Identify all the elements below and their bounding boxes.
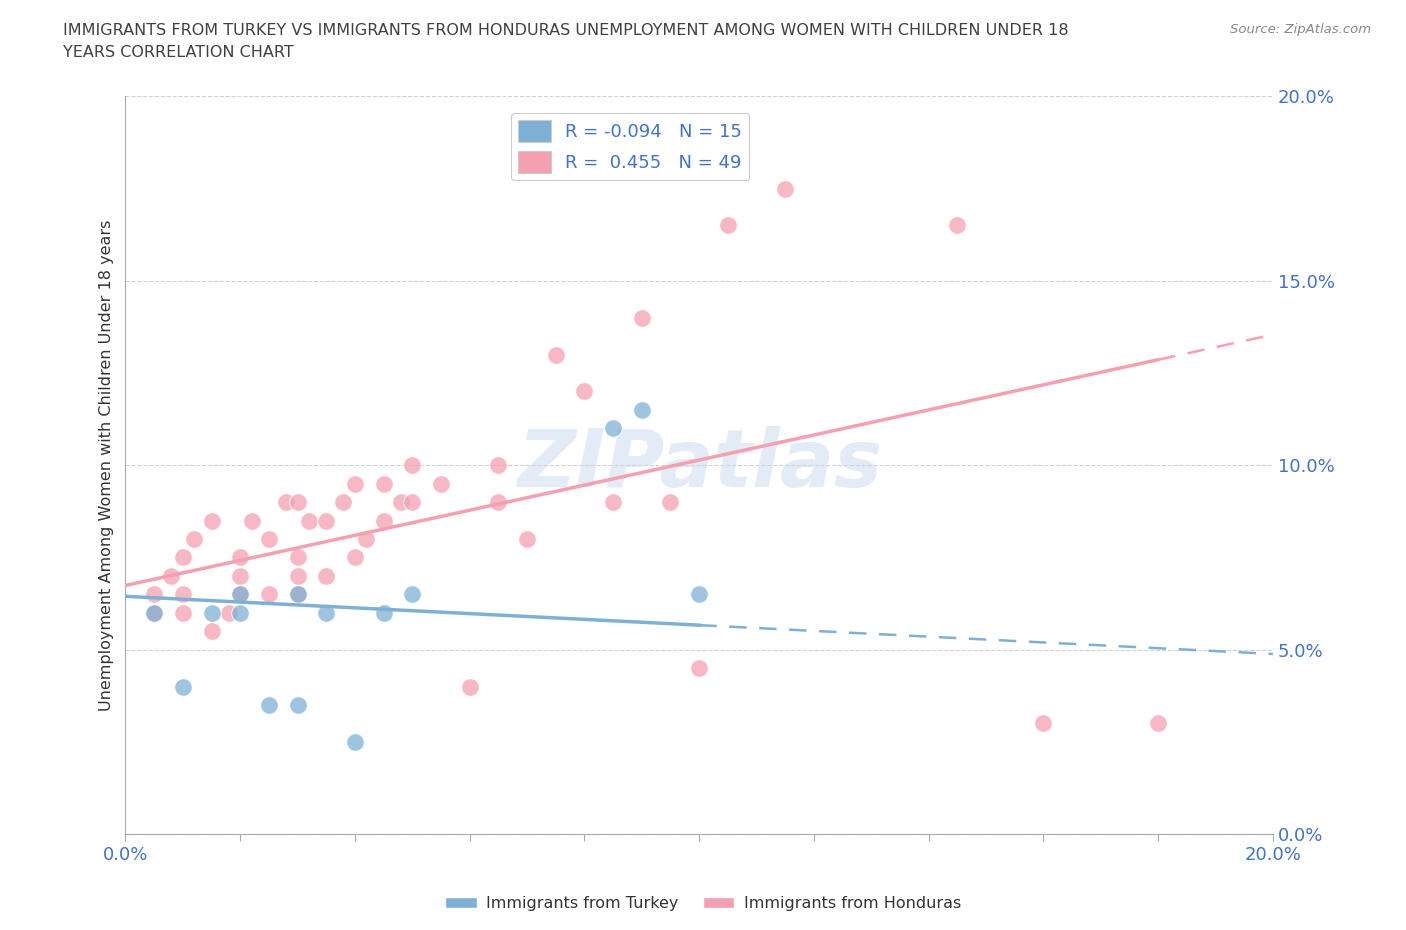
- Point: [688, 587, 710, 602]
- Point: [315, 605, 337, 620]
- Legend: Immigrants from Turkey, Immigrants from Honduras: Immigrants from Turkey, Immigrants from …: [439, 890, 967, 917]
- Point: [946, 218, 969, 232]
- Point: [315, 568, 337, 583]
- Point: [287, 698, 309, 712]
- Point: [315, 513, 337, 528]
- Point: [486, 458, 509, 472]
- Text: ZIPatlas: ZIPatlas: [516, 426, 882, 504]
- Point: [143, 605, 166, 620]
- Point: [401, 495, 423, 510]
- Point: [218, 605, 240, 620]
- Point: [332, 495, 354, 510]
- Point: [1032, 716, 1054, 731]
- Point: [373, 476, 395, 491]
- Point: [274, 495, 297, 510]
- Point: [574, 384, 596, 399]
- Point: [389, 495, 412, 510]
- Point: [544, 347, 567, 362]
- Point: [200, 605, 222, 620]
- Point: [229, 587, 252, 602]
- Point: [343, 476, 366, 491]
- Point: [287, 587, 309, 602]
- Point: [343, 735, 366, 750]
- Text: Source: ZipAtlas.com: Source: ZipAtlas.com: [1230, 23, 1371, 36]
- Point: [143, 605, 166, 620]
- Point: [287, 587, 309, 602]
- Point: [1147, 716, 1170, 731]
- Point: [172, 679, 194, 694]
- Point: [257, 532, 280, 547]
- Point: [401, 587, 423, 602]
- Point: [401, 458, 423, 472]
- Point: [229, 550, 252, 565]
- Point: [659, 495, 682, 510]
- Point: [688, 660, 710, 675]
- Point: [630, 403, 652, 418]
- Point: [287, 568, 309, 583]
- Point: [486, 495, 509, 510]
- Point: [343, 550, 366, 565]
- Point: [229, 568, 252, 583]
- Point: [287, 550, 309, 565]
- Point: [298, 513, 321, 528]
- Point: [717, 218, 740, 232]
- Point: [430, 476, 453, 491]
- Point: [200, 513, 222, 528]
- Point: [602, 421, 624, 436]
- Point: [240, 513, 263, 528]
- Point: [773, 181, 796, 196]
- Point: [172, 605, 194, 620]
- Point: [356, 532, 378, 547]
- Point: [143, 587, 166, 602]
- Point: [458, 679, 481, 694]
- Point: [602, 495, 624, 510]
- Point: [160, 568, 183, 583]
- Point: [172, 587, 194, 602]
- Point: [257, 698, 280, 712]
- Legend: R = -0.094   N = 15, R =  0.455   N = 49: R = -0.094 N = 15, R = 0.455 N = 49: [512, 113, 749, 180]
- Point: [200, 624, 222, 639]
- Point: [172, 550, 194, 565]
- Point: [183, 532, 205, 547]
- Point: [516, 532, 538, 547]
- Point: [373, 605, 395, 620]
- Point: [373, 513, 395, 528]
- Text: IMMIGRANTS FROM TURKEY VS IMMIGRANTS FROM HONDURAS UNEMPLOYMENT AMONG WOMEN WITH: IMMIGRANTS FROM TURKEY VS IMMIGRANTS FRO…: [63, 23, 1069, 60]
- Point: [257, 587, 280, 602]
- Point: [630, 311, 652, 325]
- Point: [229, 587, 252, 602]
- Point: [287, 495, 309, 510]
- Point: [229, 605, 252, 620]
- Y-axis label: Unemployment Among Women with Children Under 18 years: Unemployment Among Women with Children U…: [100, 219, 114, 711]
